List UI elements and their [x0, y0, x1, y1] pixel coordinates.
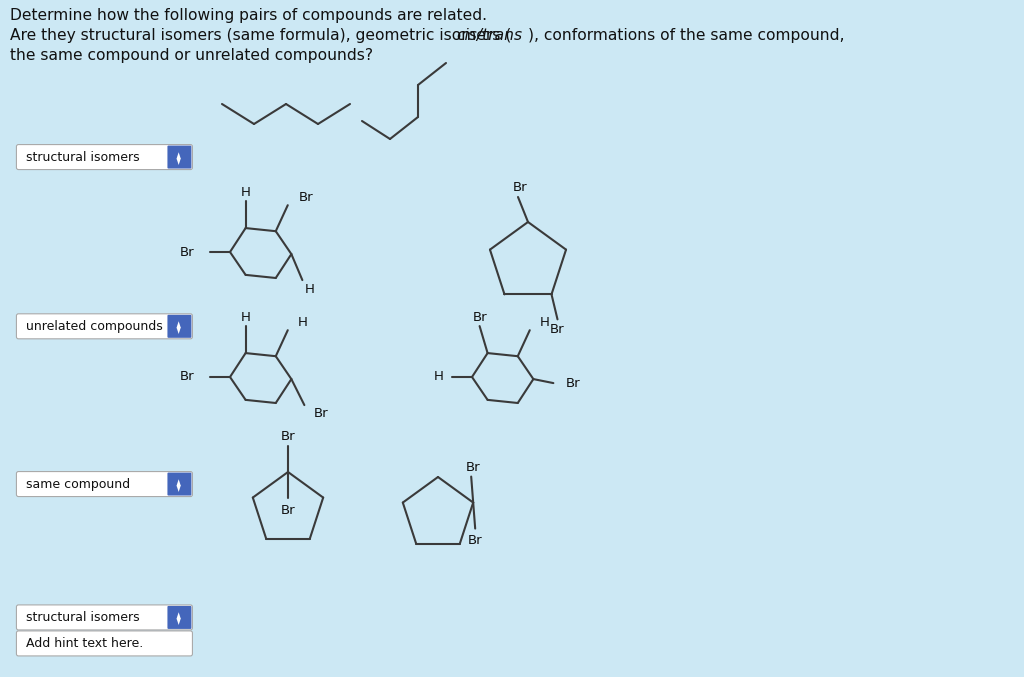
Text: Add hint text here.: Add hint text here. — [27, 637, 143, 650]
Text: ◄►: ◄► — [175, 150, 184, 164]
FancyBboxPatch shape — [16, 605, 193, 630]
FancyBboxPatch shape — [168, 315, 191, 338]
Text: Br: Br — [468, 534, 482, 547]
Text: ◄►: ◄► — [175, 320, 184, 333]
Text: ◄►: ◄► — [175, 477, 184, 491]
Text: Br: Br — [313, 407, 328, 420]
Text: ), conformations of the same compound,: ), conformations of the same compound, — [527, 28, 844, 43]
Text: Br: Br — [550, 323, 565, 336]
Text: Br: Br — [299, 191, 313, 204]
Text: Br: Br — [565, 376, 580, 389]
Text: Br: Br — [281, 431, 295, 443]
Text: H: H — [434, 370, 444, 383]
FancyBboxPatch shape — [168, 146, 191, 169]
Text: H: H — [241, 311, 251, 324]
Text: structural isomers: structural isomers — [27, 611, 140, 624]
Text: Are they structural isomers (same formula), geometric isomers (: Are they structural isomers (same formul… — [10, 28, 511, 43]
Text: structural isomers: structural isomers — [27, 150, 140, 164]
Text: Br: Br — [179, 246, 194, 259]
Text: H: H — [298, 315, 307, 329]
Text: Br: Br — [179, 370, 194, 383]
Text: Determine how the following pairs of compounds are related.: Determine how the following pairs of com… — [10, 8, 487, 23]
Text: Br: Br — [281, 504, 295, 517]
Text: same compound: same compound — [27, 477, 130, 491]
Text: Br: Br — [472, 311, 487, 324]
Text: Br: Br — [466, 461, 480, 474]
FancyBboxPatch shape — [16, 314, 193, 338]
Text: H: H — [241, 185, 251, 198]
Text: unrelated compounds: unrelated compounds — [27, 320, 163, 333]
Text: cis/trans: cis/trans — [457, 28, 522, 43]
FancyBboxPatch shape — [16, 472, 193, 496]
FancyBboxPatch shape — [16, 631, 193, 656]
FancyBboxPatch shape — [16, 145, 193, 169]
FancyBboxPatch shape — [168, 606, 191, 629]
Text: the same compound or unrelated compounds?: the same compound or unrelated compounds… — [10, 48, 373, 63]
Text: Br: Br — [513, 181, 527, 194]
FancyBboxPatch shape — [168, 473, 191, 496]
Text: H: H — [540, 315, 550, 329]
Text: ◄►: ◄► — [175, 611, 184, 624]
Text: H: H — [304, 282, 314, 296]
